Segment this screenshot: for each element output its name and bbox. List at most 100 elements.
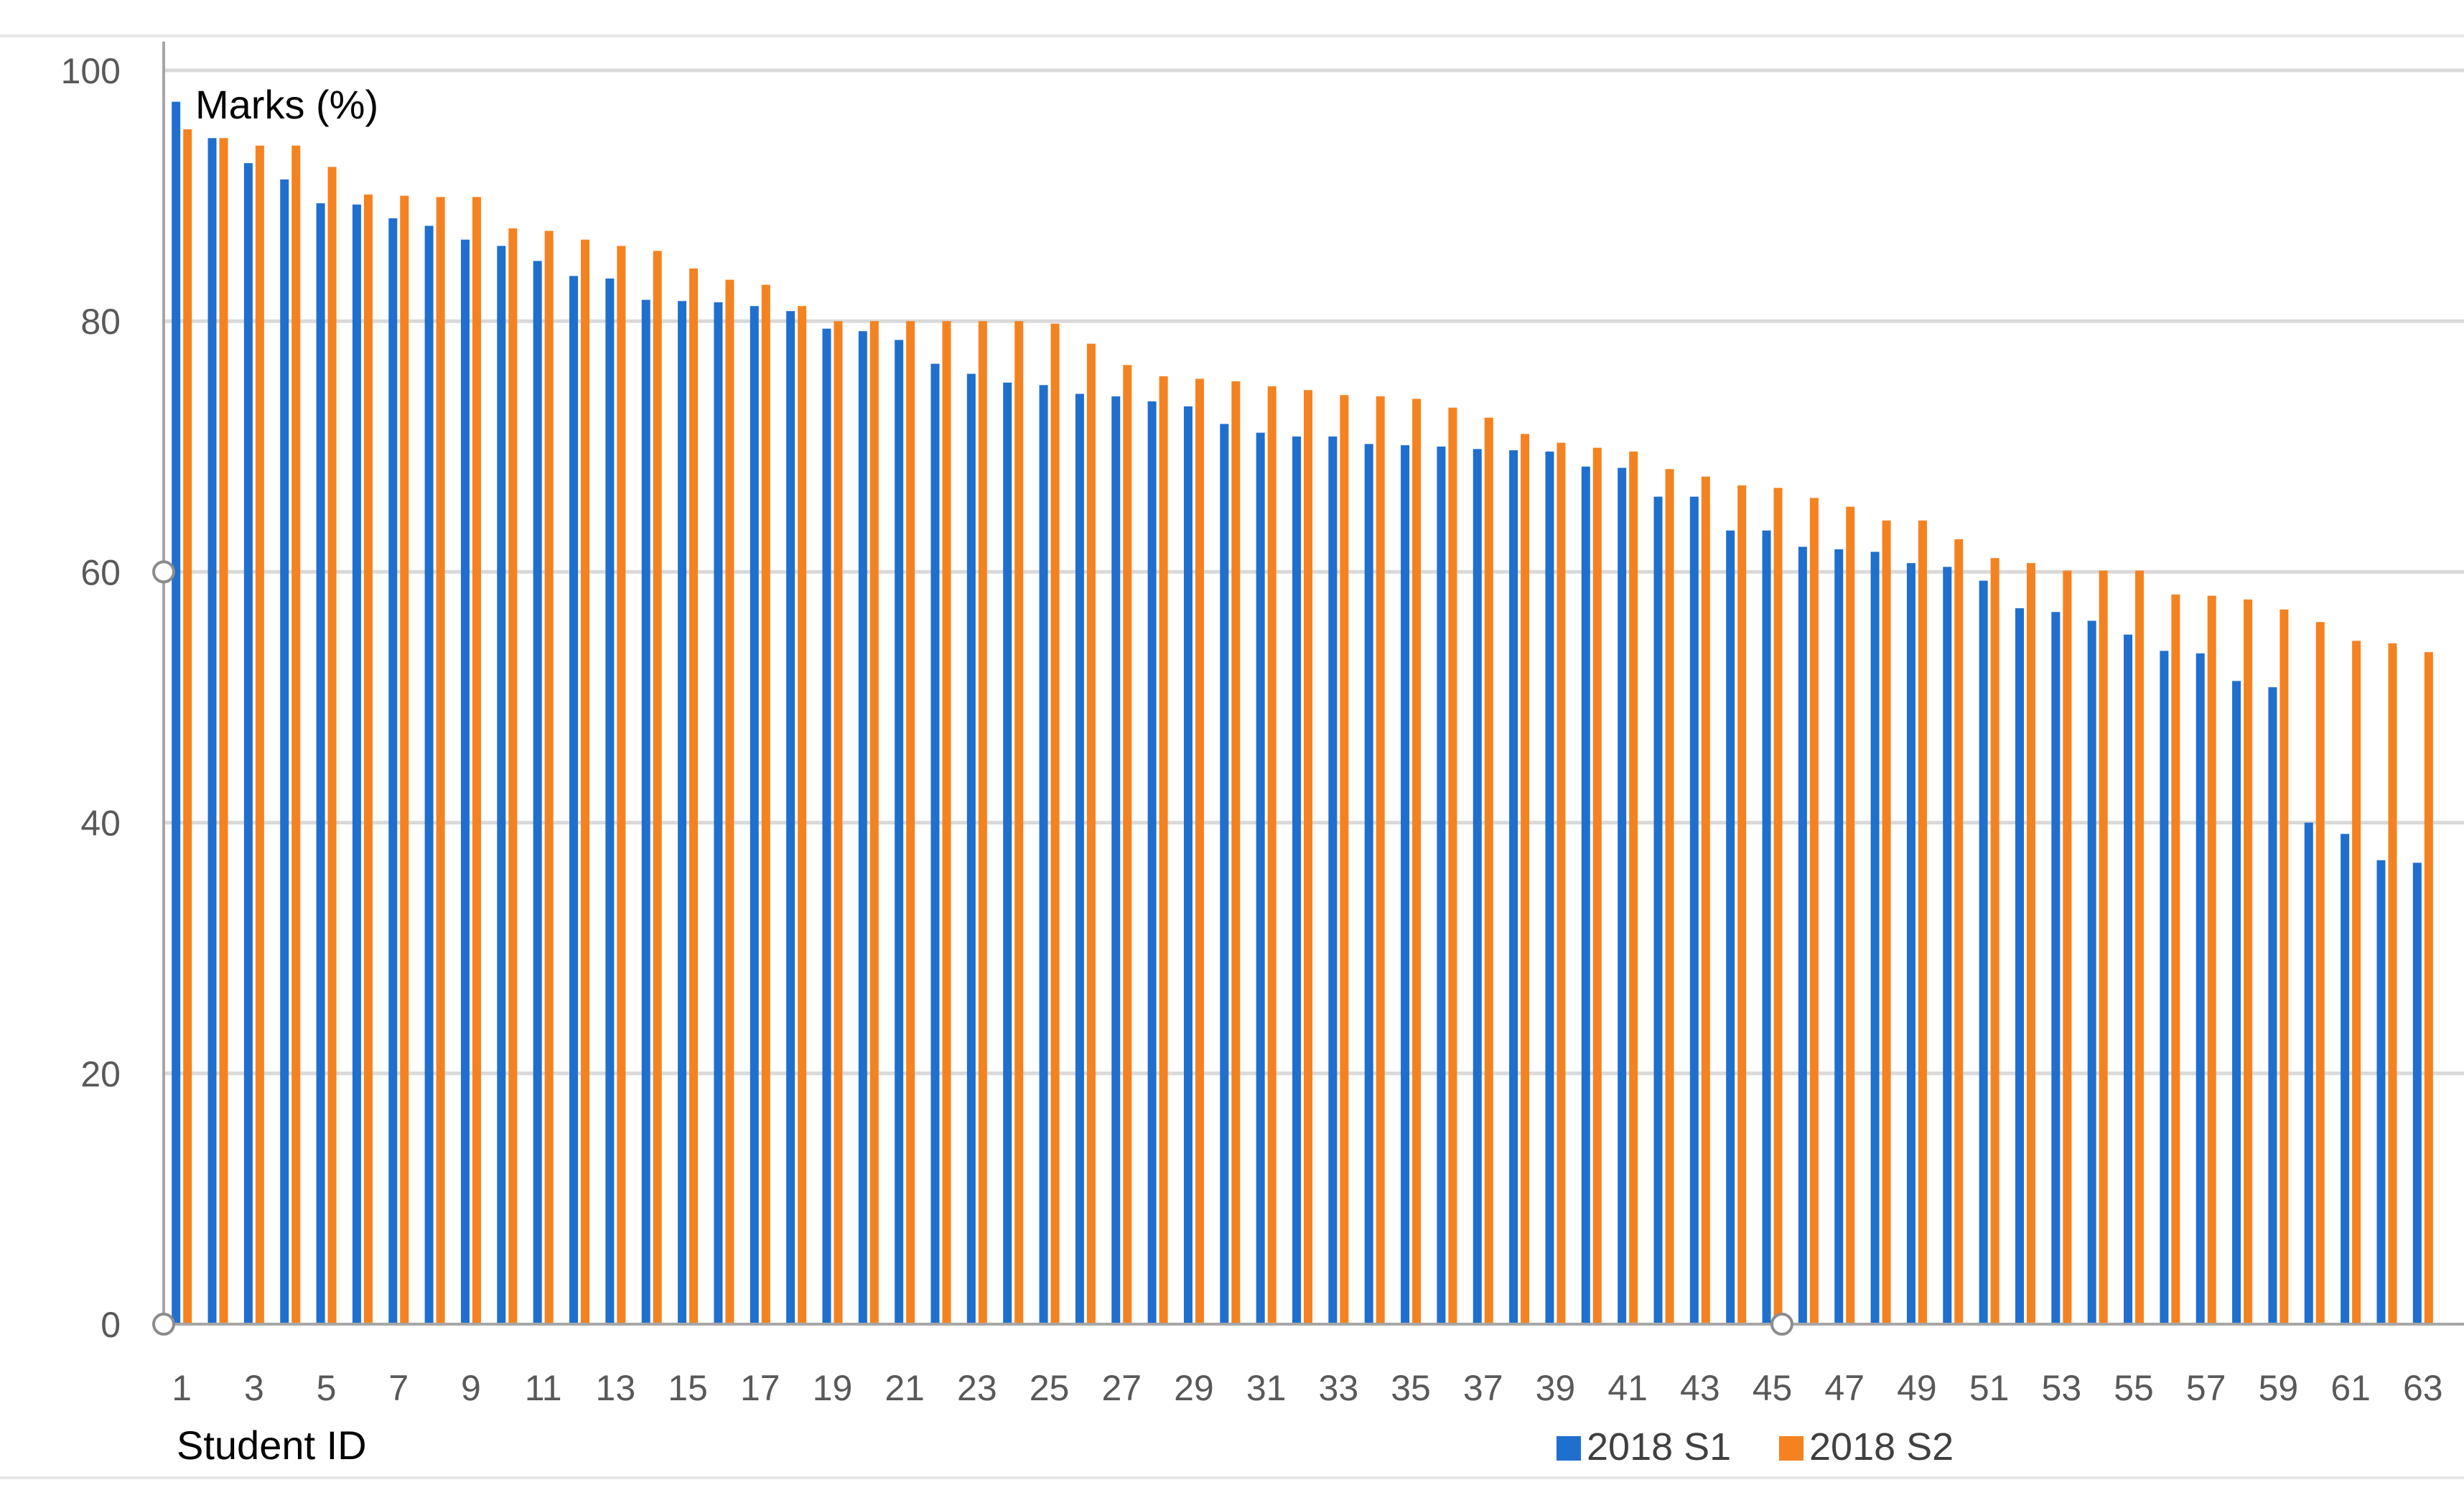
bar-s1-student-8 — [424, 225, 434, 1324]
bar-s1-student-2 — [207, 138, 217, 1325]
x-axis-title: Student ID — [177, 1423, 367, 1468]
x-tick-label-43: 43 — [1680, 1368, 1720, 1408]
y-tick-label-60: 60 — [80, 552, 121, 592]
bar-s2-student-8 — [436, 197, 445, 1325]
x-tick-label-31: 31 — [1246, 1368, 1287, 1408]
selection-handles — [152, 560, 1793, 1336]
bar-s1-student-54 — [2087, 620, 2096, 1324]
bar-s1-student-49 — [1906, 563, 1915, 1324]
x-tick-label-17: 17 — [740, 1368, 780, 1408]
bar-s2-student-17 — [761, 284, 770, 1324]
bar-s2-student-4 — [291, 145, 301, 1324]
bar-s1-student-27 — [1111, 396, 1121, 1325]
bar-s2-student-53 — [2063, 570, 2072, 1324]
bar-s1-student-6 — [352, 204, 361, 1324]
legend-swatch-2018-s1 — [1557, 1436, 1581, 1461]
x-tick-labels: 1 3 5 7 9 11 13 15 17 19 21 23 25 27 29 31 33 35 37 39 41 43 4… — [172, 1368, 2442, 1408]
bar-s2-student-35 — [1412, 399, 1422, 1324]
bar-s2-student-61 — [2352, 641, 2361, 1324]
bar-s1-student-58 — [2232, 681, 2241, 1324]
bar-s2-student-2 — [219, 138, 228, 1325]
legend-label-2018-s2: 2018 S2 — [1809, 1425, 1954, 1468]
bar-s1-student-39 — [1545, 451, 1554, 1325]
y-tick-label-80: 80 — [80, 302, 121, 342]
bar-s1-student-48 — [1870, 551, 1880, 1324]
bar-s2-student-31 — [1267, 386, 1277, 1325]
bar-s1-student-13 — [605, 278, 615, 1325]
bar-s1-student-35 — [1401, 445, 1410, 1325]
y-tick-label-20: 20 — [80, 1054, 121, 1094]
bar-s1-student-47 — [1834, 549, 1844, 1325]
x-tick-label-61: 61 — [2330, 1368, 2371, 1408]
bar-s2-student-13 — [617, 246, 626, 1325]
x-tick-label-51: 51 — [1969, 1368, 2010, 1408]
y-tick-label-40: 40 — [80, 804, 121, 844]
bar-s2-student-15 — [689, 268, 699, 1324]
bar-s1-student-59 — [2268, 687, 2277, 1324]
bar-s2-student-63 — [2424, 652, 2433, 1324]
bar-s1-student-25 — [1039, 385, 1048, 1324]
bar-s2-student-5 — [327, 167, 337, 1324]
x-tick-label-57: 57 — [2186, 1368, 2226, 1408]
x-tick-label-21: 21 — [885, 1368, 925, 1408]
x-tick-label-53: 53 — [2042, 1368, 2082, 1408]
bar-s2-student-20 — [869, 321, 879, 1325]
x-tick-label-19: 19 — [813, 1368, 853, 1408]
x-tick-label-5: 5 — [317, 1368, 337, 1408]
bar-s1-student-62 — [2376, 860, 2386, 1324]
x-tick-label-15: 15 — [668, 1368, 708, 1408]
bar-s1-student-29 — [1183, 406, 1193, 1324]
x-tick-label-25: 25 — [1030, 1368, 1070, 1408]
selection-handle-1[interactable] — [152, 560, 175, 584]
bar-s2-student-34 — [1376, 396, 1385, 1325]
selection-handle-2[interactable] — [152, 1313, 175, 1336]
bar-s2-student-26 — [1086, 343, 1096, 1325]
bar-s2-student-43 — [1701, 476, 1710, 1324]
bar-s2-student-49 — [1918, 520, 1927, 1325]
bar-s1-student-24 — [1003, 382, 1012, 1324]
bar-s1-student-31 — [1256, 432, 1265, 1324]
bar-s1-student-33 — [1328, 436, 1338, 1324]
bar-s2-student-32 — [1304, 390, 1312, 1324]
bar-s2-student-36 — [1448, 407, 1457, 1324]
bar-s1-student-18 — [786, 311, 795, 1325]
bar-s2-student-1 — [183, 129, 192, 1324]
bar-s2-student-40 — [1592, 447, 1602, 1324]
bar-s2-student-7 — [400, 195, 409, 1325]
bar-s2-student-48 — [1882, 520, 1891, 1325]
selection-handle-3[interactable] — [1770, 1313, 1793, 1336]
bar-s1-student-45 — [1762, 530, 1771, 1324]
bar-s2-student-51 — [1990, 558, 1999, 1324]
bar-s2-student-41 — [1629, 451, 1638, 1325]
bar-s2-student-62 — [2388, 643, 2397, 1324]
x-tick-label-39: 39 — [1536, 1368, 1576, 1408]
bar-s1-student-60 — [2304, 822, 2313, 1324]
bar-s2-student-25 — [1050, 323, 1060, 1324]
bar-s1-student-1 — [172, 101, 181, 1324]
bar-s2-student-19 — [834, 321, 843, 1325]
bar-s1-student-38 — [1509, 450, 1518, 1324]
bar-s1-student-50 — [1943, 567, 1952, 1324]
bar-s2-student-24 — [1014, 321, 1024, 1325]
bar-s1-student-17 — [750, 306, 759, 1324]
bar-s2-student-22 — [942, 321, 951, 1325]
x-tick-label-7: 7 — [388, 1368, 409, 1408]
bar-s2-student-14 — [653, 251, 662, 1324]
bar-s1-student-9 — [460, 239, 470, 1325]
x-tick-label-37: 37 — [1463, 1368, 1503, 1408]
bar-s1-student-37 — [1473, 449, 1482, 1324]
bar-s1-student-3 — [243, 163, 253, 1325]
bar-s1-student-61 — [2341, 834, 2350, 1324]
x-tick-label-59: 59 — [2259, 1368, 2299, 1408]
bar-s1-student-14 — [641, 299, 650, 1324]
x-tick-label-9: 9 — [461, 1368, 481, 1408]
bar-s1-student-55 — [2124, 634, 2133, 1324]
bar-s2-student-59 — [2279, 609, 2289, 1324]
x-tick-label-27: 27 — [1101, 1368, 1142, 1408]
bar-s1-student-4 — [280, 179, 289, 1325]
bar-s2-student-55 — [2135, 570, 2145, 1324]
x-tick-label-1: 1 — [172, 1368, 192, 1408]
bar-s2-student-33 — [1340, 395, 1349, 1324]
bar-s2-student-45 — [1773, 488, 1783, 1325]
